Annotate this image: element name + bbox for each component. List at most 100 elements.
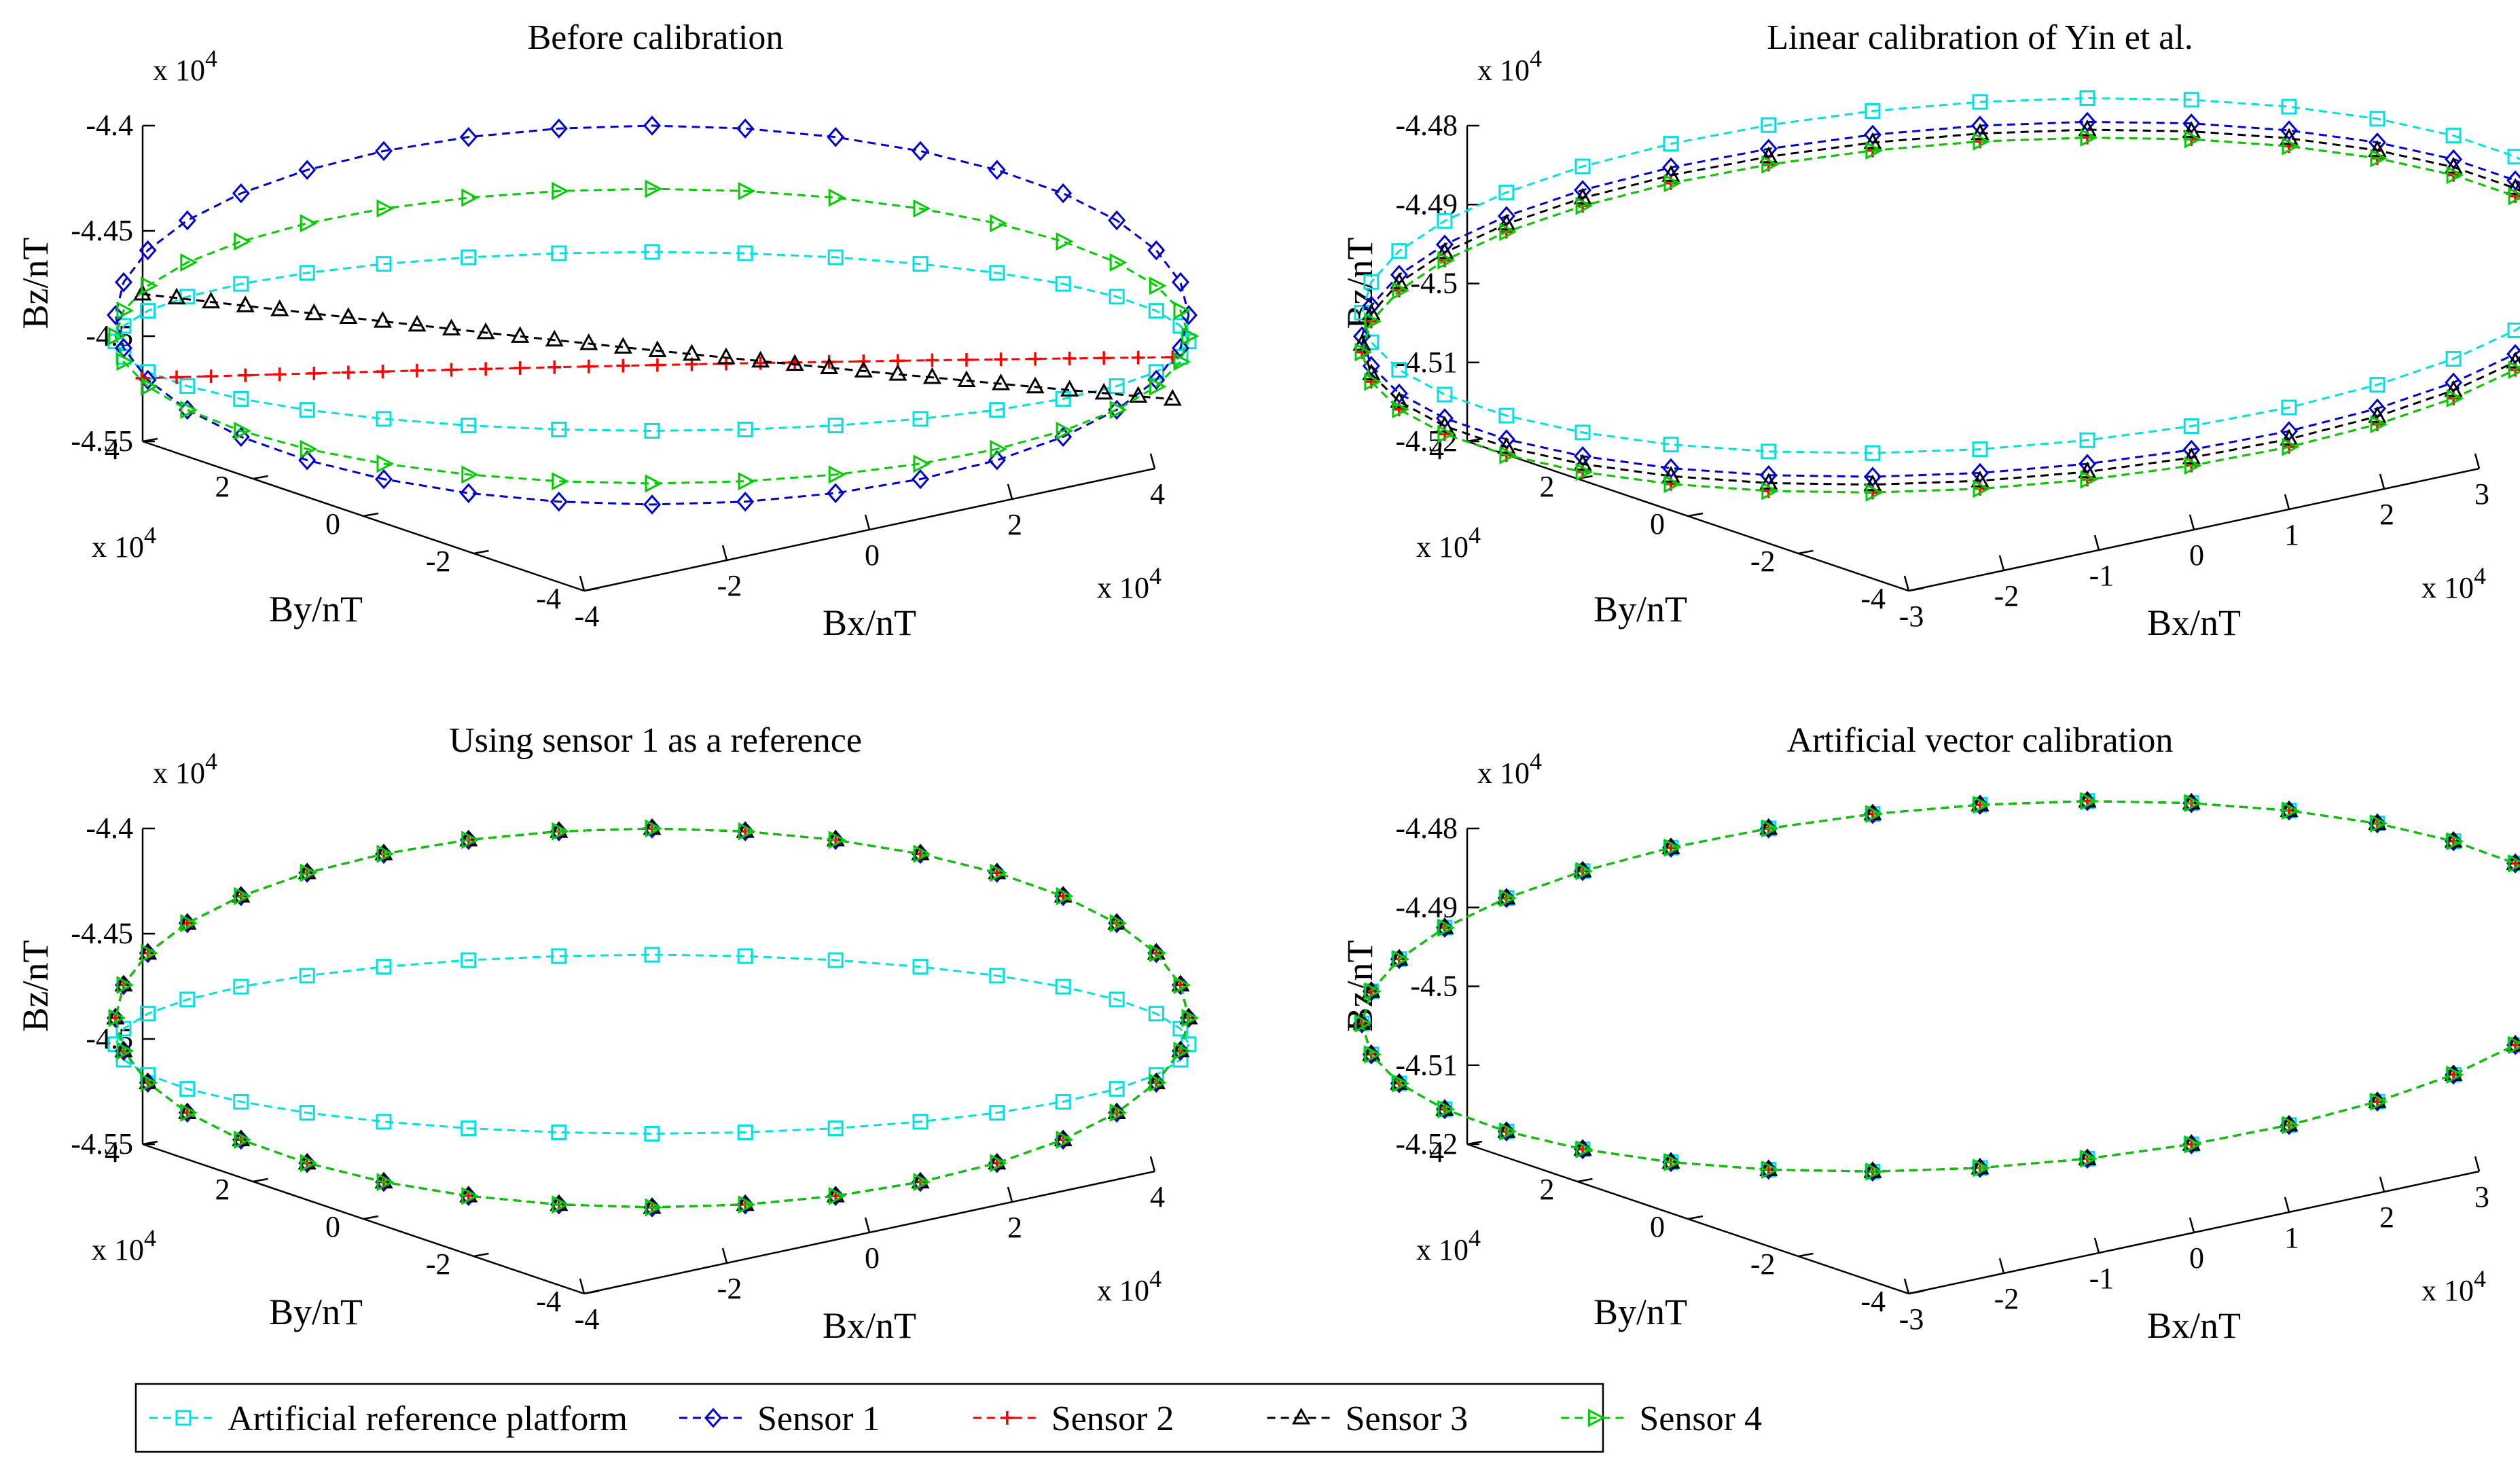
y-tick-mark [363, 512, 379, 517]
data-point [913, 1173, 931, 1192]
z-exponent-label: x 104 [153, 45, 217, 87]
data-point [1863, 132, 1882, 149]
data-point [1172, 1021, 1189, 1037]
data-point [648, 340, 667, 357]
data-point [1865, 1162, 1884, 1181]
chart-title: Using sensor 1 as a reference [449, 721, 862, 760]
data-point [1054, 183, 1073, 204]
data-point [1435, 242, 1454, 259]
y-tick-label: 4 [1429, 433, 1444, 466]
data-point [1108, 913, 1126, 934]
data-point [551, 948, 567, 964]
data-point [988, 450, 1006, 471]
data-point [1147, 1072, 1166, 1093]
data-point [1148, 1006, 1164, 1022]
x-tick-mark [1998, 1258, 2005, 1274]
data-point [2506, 178, 2520, 195]
data-point [912, 411, 929, 427]
data-point [442, 318, 461, 335]
data-point [1172, 272, 1189, 293]
z-tick-label: -4.4 [86, 811, 133, 845]
data-point [643, 494, 661, 515]
z-tick-label: -4.52 [1395, 424, 1458, 458]
data-point [1054, 426, 1073, 448]
data-point [2506, 170, 2520, 191]
data-point [2280, 428, 2299, 446]
x-tick-mark [864, 1217, 871, 1233]
y-tick-mark [1798, 1252, 1814, 1258]
data-point [2370, 149, 2388, 168]
data-point [1166, 350, 1180, 364]
data-point [1353, 1013, 1371, 1034]
data-point [2182, 792, 2201, 814]
data-point [115, 318, 132, 334]
legend-marker [175, 1410, 192, 1426]
data-point [645, 474, 663, 493]
data-point [1173, 352, 1191, 371]
data-point [913, 454, 931, 473]
series-sensor-3 [1352, 790, 2520, 1178]
data-point [550, 491, 568, 512]
series-line [114, 827, 1190, 1209]
data-point [116, 352, 134, 371]
data-point [828, 831, 846, 850]
data-point [1392, 281, 1410, 300]
data-point [2508, 854, 2520, 873]
data-point [736, 491, 755, 512]
data-point [551, 421, 567, 437]
data-point [232, 886, 250, 907]
y-tick-mark [363, 1215, 379, 1220]
y-tick-label: -2 [1750, 1247, 1776, 1281]
x-exponent-label-power: 4 [2474, 1265, 2486, 1292]
data-point [613, 337, 632, 354]
legend-label: Sensor 2 [1051, 1400, 1174, 1438]
y-tick-mark [473, 1252, 489, 1258]
data-point [1761, 117, 1777, 133]
series-sensor-2 [1355, 794, 2520, 1179]
data-point [376, 844, 395, 863]
data-point [738, 822, 756, 841]
y-tick-mark [142, 437, 158, 443]
data-point [737, 1124, 753, 1140]
series-sensor-4 [1354, 128, 2520, 502]
data-point [1499, 445, 1517, 464]
data-point [300, 439, 318, 458]
data-point [2444, 380, 2463, 397]
data-point [2508, 187, 2520, 206]
x-tick-label: -2 [1994, 1282, 2019, 1315]
data-point [650, 358, 664, 372]
data-point [1390, 391, 1409, 408]
data-point [1761, 443, 1777, 460]
data-point [1973, 132, 1991, 151]
data-point [141, 1073, 158, 1092]
data-point [461, 249, 477, 266]
data-point [827, 830, 845, 850]
series-sensor-3 [132, 283, 1182, 406]
data-point [1437, 918, 1456, 937]
data-point [1364, 982, 1382, 1001]
data-point [1663, 475, 1682, 494]
data-point [1055, 276, 1071, 292]
x-tick-label: -1 [2089, 1262, 2114, 1295]
legend-marker [1000, 1411, 1014, 1425]
x-tick-label: -3 [1899, 600, 1924, 633]
data-point [202, 291, 221, 309]
series-sensor-1 [1353, 790, 2520, 1182]
data-point [551, 245, 567, 261]
data-point [1971, 1158, 1989, 1178]
data-point [376, 1173, 395, 1192]
series-artificial-reference-platform [1354, 90, 2520, 461]
x-tick-mark [2474, 1156, 2481, 1172]
data-point [957, 370, 976, 388]
z-axis-label: Bz/nT [15, 238, 56, 329]
data-point [2446, 832, 2464, 851]
x-tick-mark [1149, 453, 1156, 469]
data-point [139, 1072, 157, 1093]
data-point [547, 360, 562, 374]
data-point [1109, 914, 1128, 932]
data-point [116, 976, 134, 995]
data-point [1437, 213, 1453, 229]
data-point [1149, 944, 1167, 963]
data-point [550, 1194, 568, 1215]
data-point [988, 160, 1006, 181]
